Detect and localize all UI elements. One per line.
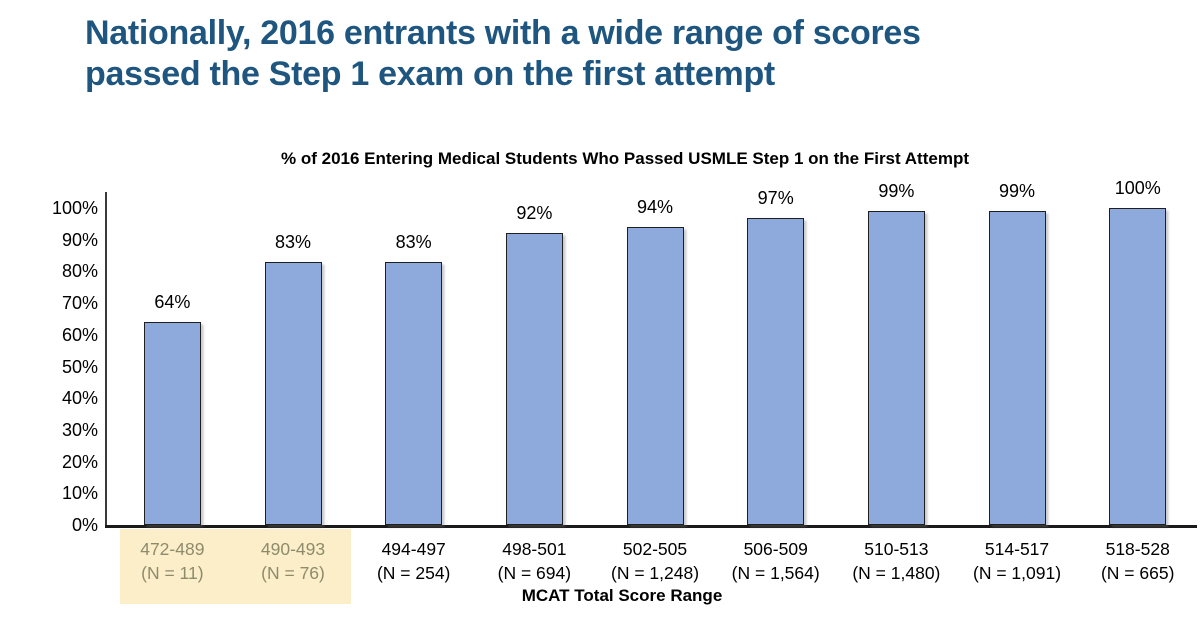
- bar-column: 83%: [353, 170, 474, 525]
- bar-value-label: 100%: [1114, 178, 1161, 198]
- bar: [1109, 208, 1167, 525]
- x-axis-title: MCAT Total Score Range: [521, 586, 723, 605]
- bar-column: 64%: [112, 170, 233, 525]
- x-category-label: 490-493 (N = 76): [233, 537, 354, 585]
- slide-title: Nationally, 2016 entrants with a wide ra…: [85, 13, 1125, 95]
- x-category-label: 502-505 (N = 1,248): [595, 537, 716, 585]
- x-category-label: 498-501 (N = 694): [474, 537, 595, 585]
- y-axis-line: [105, 192, 107, 528]
- score-range: 494-497: [381, 539, 446, 559]
- x-category-label: 494-497 (N = 254): [353, 537, 474, 585]
- sample-size: (N = 694): [497, 563, 572, 583]
- plot-area: 64% 83% 83% 92% 94% 97% 99% 99% 100%: [112, 170, 1198, 525]
- bar-value-label: 99%: [878, 181, 915, 202]
- bar: [385, 261, 443, 525]
- y-tick-label: 70%: [61, 293, 98, 314]
- bar-value-label: 94%: [637, 197, 674, 218]
- score-range: 498-501: [502, 539, 567, 559]
- bar: [264, 261, 322, 525]
- x-category-label: 510-513 (N = 1,480): [836, 537, 957, 585]
- bar-column: 100%: [1077, 170, 1198, 525]
- score-range: 490-493: [260, 539, 326, 559]
- bar-column: 99%: [957, 170, 1078, 525]
- score-range: 514-517: [984, 539, 1050, 559]
- bar: [626, 227, 684, 525]
- x-category-label: 506-509 (N = 1,564): [715, 537, 836, 585]
- score-range: 518-528: [1105, 539, 1170, 559]
- bar-column: 83%: [233, 170, 354, 525]
- y-axis-tick-labels: 100% 90% 80% 70% 60% 50% 40% 30% 20% 10% 0%: [0, 0, 98, 625]
- bar-value-label: 64%: [154, 292, 191, 313]
- score-range: 472-489: [140, 539, 205, 559]
- score-range: 510-513: [864, 539, 929, 559]
- y-tick-label: 100%: [51, 198, 98, 218]
- slide-title-line-2: passed the Step 1 exam on the first atte…: [85, 55, 775, 93]
- sample-size: (N = 1,091): [973, 563, 1062, 583]
- y-tick-label: 60%: [61, 324, 98, 345]
- low-score-highlight-box: [120, 529, 351, 604]
- x-axis-category-labels: 472-489 (N = 11) 490-493 (N = 76) 494-497 (N …: [112, 537, 1198, 585]
- sample-size: (N = 254): [376, 563, 451, 583]
- y-tick-label: 40%: [61, 388, 98, 409]
- bar-value-label: 92%: [516, 203, 553, 224]
- x-category-label: 472-489 (N = 11): [112, 537, 233, 585]
- y-tick-label: 0%: [71, 515, 98, 535]
- x-axis-line: [105, 525, 1197, 528]
- x-category-label: 514-517 (N = 1,091): [957, 537, 1078, 585]
- bar-column: 92%: [474, 170, 595, 525]
- sample-size: (N = 1,248): [611, 563, 700, 583]
- bar: [867, 211, 925, 525]
- bar-column: 99%: [836, 170, 957, 525]
- sample-size: (N = 1,480): [852, 563, 941, 583]
- score-range: 502-505: [622, 539, 688, 559]
- slide-title-line-1: Nationally, 2016 entrants with a wide ra…: [85, 14, 921, 52]
- score-range: 506-509: [743, 539, 808, 559]
- sample-size: (N = 11): [141, 563, 204, 583]
- y-tick-label: 90%: [61, 229, 98, 250]
- y-tick-label: 50%: [61, 356, 98, 377]
- sample-size: (N = 76): [261, 563, 325, 583]
- bar-value-label: 83%: [395, 231, 432, 252]
- bar: [505, 233, 563, 525]
- y-tick-label: 20%: [61, 451, 98, 472]
- bar-value-label: 83%: [274, 231, 312, 252]
- bar: [143, 322, 201, 525]
- bar-column: 97%: [715, 170, 836, 525]
- chart-title: % of 2016 Entering Medical Students Who …: [281, 149, 969, 168]
- sample-size: (N = 665): [1100, 563, 1175, 583]
- bar: [747, 217, 805, 525]
- y-tick-label: 10%: [61, 483, 98, 504]
- bar: [988, 211, 1046, 525]
- sample-size: (N = 1,564): [731, 563, 820, 583]
- y-tick-label: 80%: [61, 261, 98, 282]
- y-tick-label: 30%: [61, 419, 98, 440]
- bar-value-label: 99%: [999, 181, 1036, 202]
- bar-column: 94%: [595, 170, 716, 525]
- bar-value-label: 97%: [757, 187, 794, 208]
- x-category-label: 518-528 (N = 665): [1077, 537, 1198, 585]
